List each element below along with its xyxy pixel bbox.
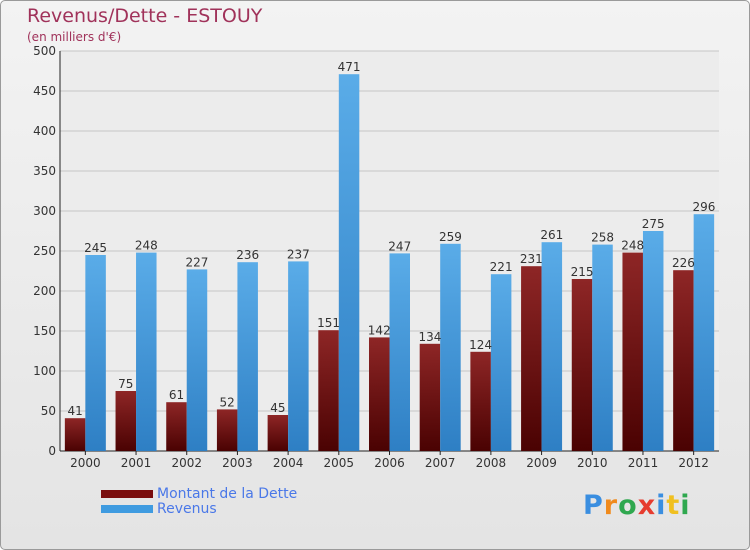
bar-revenus (440, 243, 461, 451)
bar-debt (622, 252, 643, 451)
x-tick-label: 2000 (70, 456, 101, 470)
bar-revenus (642, 231, 664, 451)
x-tick-label: 2010 (577, 456, 608, 470)
y-tick-label: 50 (41, 404, 56, 418)
y-tick-label: 100 (33, 364, 56, 378)
y-tick-label: 350 (33, 164, 56, 178)
data-label-debt: 142 (368, 323, 391, 337)
bar-revenus (186, 269, 208, 451)
legend-item-revenus: Revenus (101, 501, 217, 517)
data-label-revenus: 261 (540, 228, 563, 242)
logo-letter: i (680, 490, 691, 521)
x-tick-label: 2008 (476, 456, 507, 470)
chart-title: Revenus/Dette - ESTOUY (27, 5, 263, 27)
y-tick-label: 500 (33, 44, 56, 58)
data-label-debt: 134 (418, 330, 441, 344)
bar-revenus (237, 262, 258, 451)
x-tick-label: 2002 (171, 456, 202, 470)
bar-debt (419, 343, 441, 451)
x-tick-label: 2005 (324, 456, 355, 470)
x-tick-label: 2011 (628, 456, 659, 470)
bar-revenus (693, 214, 715, 451)
data-label-debt: 45 (270, 401, 285, 415)
data-label-debt: 61 (169, 388, 184, 402)
data-label-revenus: 296 (692, 200, 715, 214)
y-tick-label: 0 (48, 444, 56, 458)
bar-debt (216, 409, 238, 451)
logo-letter: o (618, 490, 638, 521)
bar-debt (470, 351, 491, 451)
bar-debt (369, 337, 390, 451)
y-tick-label: 250 (33, 244, 56, 258)
legend-label-debt: Montant de la Dette (157, 486, 298, 502)
bar-revenus (389, 253, 410, 451)
data-label-debt: 151 (317, 316, 340, 330)
data-label-revenus: 236 (236, 248, 259, 262)
logo-letter: i (656, 490, 667, 521)
data-label-revenus: 259 (439, 230, 462, 244)
y-tick-label: 150 (33, 324, 56, 338)
x-tick-label: 2012 (678, 456, 709, 470)
data-label-revenus: 237 (287, 247, 310, 261)
legend-swatch-revenus (101, 505, 153, 513)
legend-item-debt: Montant de la Dette (101, 486, 297, 502)
bar-debt (64, 418, 86, 451)
x-tick-label: 2006 (374, 456, 405, 470)
data-label-revenus: 227 (186, 255, 209, 269)
bar-debt (115, 391, 137, 451)
data-label-revenus: 245 (84, 241, 107, 255)
logo-letter: P (583, 490, 604, 521)
data-label-debt: 231 (520, 252, 543, 266)
data-label-revenus: 247 (388, 239, 411, 253)
data-label-debt: 226 (672, 256, 695, 270)
data-label-debt: 41 (67, 404, 82, 418)
bar-revenus (136, 252, 157, 451)
bar-revenus (490, 274, 512, 451)
data-label-debt: 248 (621, 239, 644, 253)
legend-swatch-debt (101, 490, 153, 498)
bar-debt (318, 330, 339, 451)
bar-revenus (592, 244, 613, 451)
x-tick-label: 2001 (121, 456, 152, 470)
logo-letter: x (637, 490, 657, 521)
y-tick-label: 450 (33, 84, 56, 98)
data-label-revenus: 258 (591, 231, 614, 245)
legend-label-revenus: Revenus (157, 501, 217, 517)
chart-subtitle: (en milliers d'€) (27, 30, 122, 44)
x-tick-label: 2009 (526, 456, 557, 470)
y-tick-label: 300 (33, 204, 56, 218)
data-label-debt: 52 (220, 395, 235, 409)
logo-letter: t (666, 490, 681, 521)
data-label-revenus: 471 (338, 60, 361, 74)
bar-debt (571, 279, 593, 451)
x-tick-label: 2004 (273, 456, 304, 470)
data-label-debt: 124 (469, 338, 492, 352)
data-label-revenus: 221 (490, 260, 513, 274)
logo-letter: r (603, 490, 619, 521)
y-tick-label: 200 (33, 284, 56, 298)
bar-revenus (85, 255, 106, 451)
x-tick-label: 2003 (222, 456, 253, 470)
bar-debt (673, 270, 694, 451)
y-tick-label: 400 (33, 124, 56, 138)
bar-revenus (338, 74, 360, 451)
bar-debt (521, 266, 542, 451)
x-tick-label: 2007 (425, 456, 456, 470)
bar-debt (166, 402, 187, 451)
bar-debt (267, 415, 289, 451)
data-label-revenus: 275 (642, 217, 665, 231)
data-label-revenus: 248 (135, 239, 158, 253)
proxiti-logo: Proxiti (583, 490, 691, 521)
data-label-debt: 75 (118, 377, 133, 391)
bar-revenus (288, 261, 309, 451)
bar-revenus (541, 242, 563, 451)
data-label-debt: 215 (571, 265, 594, 279)
